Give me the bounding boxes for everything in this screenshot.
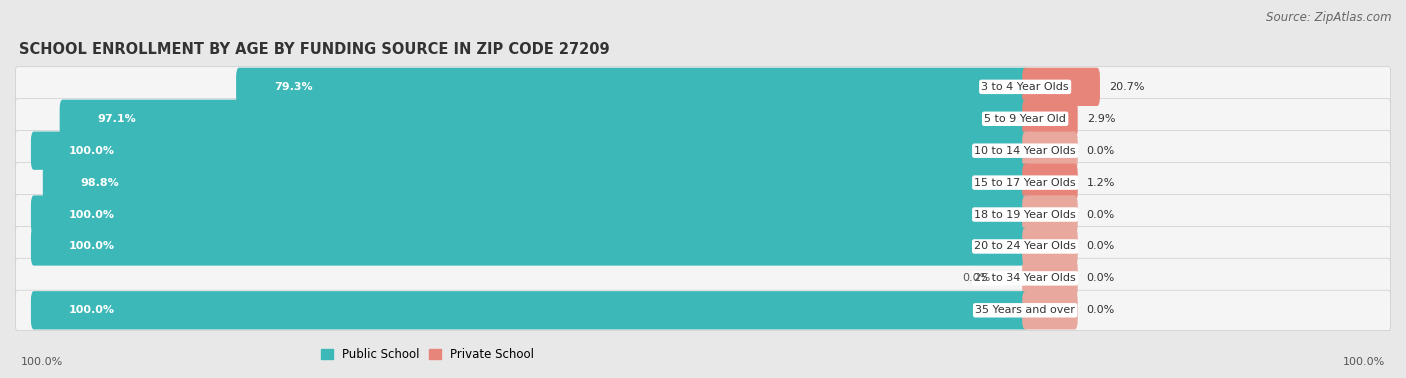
FancyBboxPatch shape <box>15 163 1391 203</box>
FancyBboxPatch shape <box>31 291 1028 330</box>
Text: 18 to 19 Year Olds: 18 to 19 Year Olds <box>974 209 1076 220</box>
Text: 0.0%: 0.0% <box>1087 273 1115 284</box>
Text: 0.0%: 0.0% <box>1087 242 1115 251</box>
FancyBboxPatch shape <box>31 227 1028 266</box>
FancyBboxPatch shape <box>15 194 1391 235</box>
FancyBboxPatch shape <box>31 132 1028 170</box>
FancyBboxPatch shape <box>1022 259 1078 297</box>
FancyBboxPatch shape <box>15 130 1391 171</box>
Text: 20.7%: 20.7% <box>1109 82 1144 92</box>
Text: 10 to 14 Year Olds: 10 to 14 Year Olds <box>974 146 1076 156</box>
Text: 0.0%: 0.0% <box>1087 305 1115 315</box>
FancyBboxPatch shape <box>15 99 1391 139</box>
FancyBboxPatch shape <box>15 290 1391 330</box>
FancyBboxPatch shape <box>15 258 1391 299</box>
FancyBboxPatch shape <box>15 226 1391 266</box>
Text: 100.0%: 100.0% <box>1343 357 1385 367</box>
Text: 79.3%: 79.3% <box>274 82 312 92</box>
FancyBboxPatch shape <box>236 68 1028 106</box>
Text: 0.0%: 0.0% <box>1087 146 1115 156</box>
FancyBboxPatch shape <box>1022 163 1078 202</box>
Text: Source: ZipAtlas.com: Source: ZipAtlas.com <box>1267 11 1392 24</box>
Text: 100.0%: 100.0% <box>69 242 114 251</box>
Text: 100.0%: 100.0% <box>69 146 114 156</box>
Text: 98.8%: 98.8% <box>80 178 120 187</box>
Text: 15 to 17 Year Olds: 15 to 17 Year Olds <box>974 178 1076 187</box>
FancyBboxPatch shape <box>1022 291 1078 330</box>
Text: 35 Years and over: 35 Years and over <box>976 305 1076 315</box>
FancyBboxPatch shape <box>1022 100 1078 138</box>
Text: 100.0%: 100.0% <box>69 305 114 315</box>
Text: 0.0%: 0.0% <box>1087 209 1115 220</box>
Text: 100.0%: 100.0% <box>21 357 63 367</box>
Text: 25 to 34 Year Olds: 25 to 34 Year Olds <box>974 273 1076 284</box>
Text: 2.9%: 2.9% <box>1087 114 1115 124</box>
Text: 20 to 24 Year Olds: 20 to 24 Year Olds <box>974 242 1076 251</box>
Text: 100.0%: 100.0% <box>69 209 114 220</box>
FancyBboxPatch shape <box>31 195 1028 234</box>
Text: 5 to 9 Year Old: 5 to 9 Year Old <box>984 114 1066 124</box>
FancyBboxPatch shape <box>1022 195 1078 234</box>
FancyBboxPatch shape <box>1022 227 1078 266</box>
Legend: Public School, Private School: Public School, Private School <box>321 348 534 361</box>
Text: 1.2%: 1.2% <box>1087 178 1115 187</box>
FancyBboxPatch shape <box>59 100 1028 138</box>
FancyBboxPatch shape <box>1022 132 1078 170</box>
FancyBboxPatch shape <box>1022 68 1099 106</box>
Text: 0.0%: 0.0% <box>962 273 990 284</box>
Text: SCHOOL ENROLLMENT BY AGE BY FUNDING SOURCE IN ZIP CODE 27209: SCHOOL ENROLLMENT BY AGE BY FUNDING SOUR… <box>20 42 610 57</box>
Text: 3 to 4 Year Olds: 3 to 4 Year Olds <box>981 82 1069 92</box>
FancyBboxPatch shape <box>42 163 1028 202</box>
FancyBboxPatch shape <box>15 67 1391 107</box>
Text: 97.1%: 97.1% <box>97 114 136 124</box>
